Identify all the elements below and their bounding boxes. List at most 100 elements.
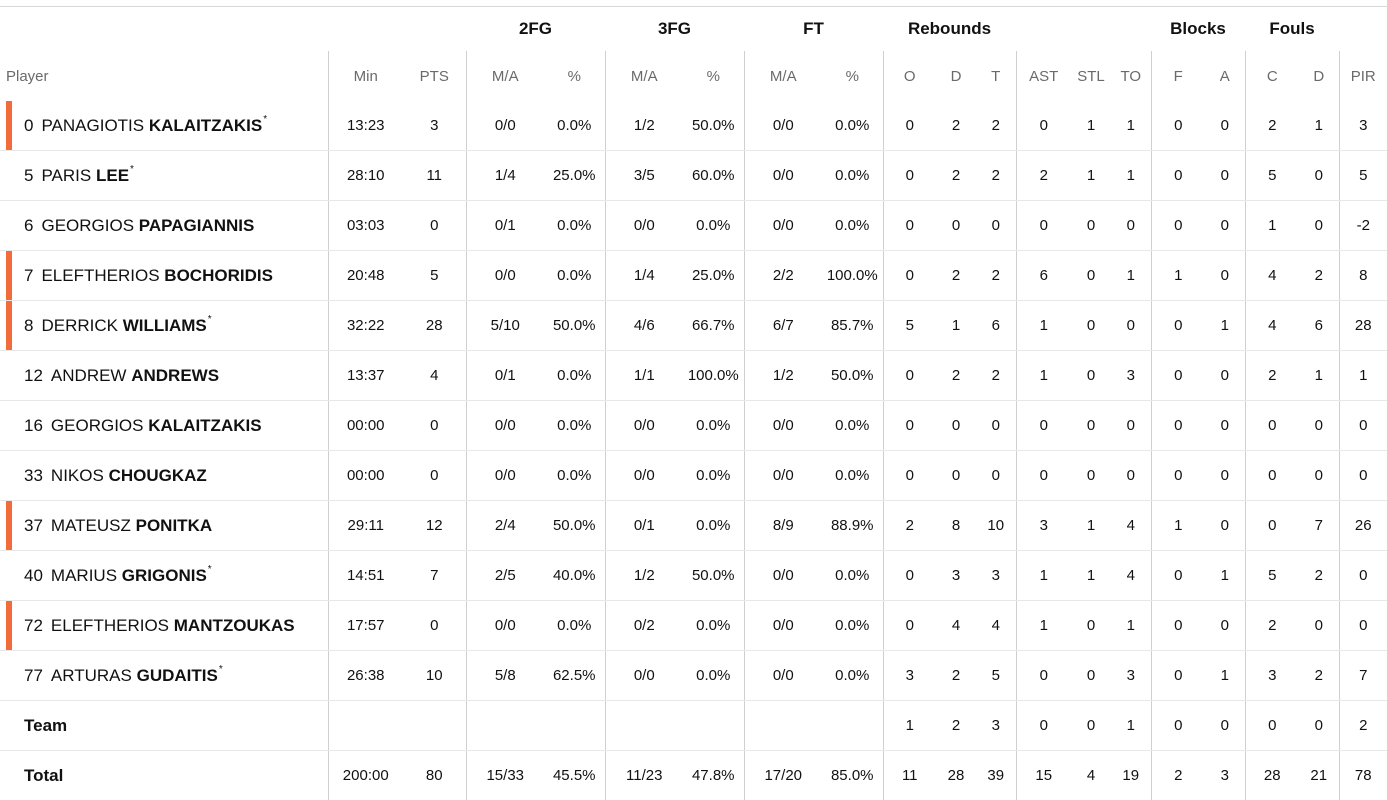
stat-ft-ma: 6/7 (744, 301, 822, 351)
player-last-name[interactable]: LEE (96, 166, 129, 185)
stat-3fg-pct: 0.0% (683, 451, 744, 501)
stat-blk-f: 0 (1151, 351, 1205, 401)
stat-reb-o: 0 (883, 151, 936, 201)
player-last-name[interactable]: WILLIAMS (123, 316, 207, 335)
stat-foul-c: 2 (1245, 351, 1299, 401)
stat-reb-o: 0 (883, 451, 936, 501)
column-header-foul-d[interactable]: D (1299, 51, 1339, 101)
column-header-2fg-ma[interactable]: M/A (466, 51, 544, 101)
player-last-name[interactable]: BOCHORIDIS (164, 266, 273, 285)
player-last-name[interactable]: CHOUGKAZ (109, 466, 207, 485)
column-header-reb-d[interactable]: D (936, 51, 976, 101)
column-header-2fg-pct[interactable]: % (544, 51, 605, 101)
column-header-blk-a[interactable]: A (1205, 51, 1245, 101)
player-first-name[interactable]: MATEUSZ (51, 516, 131, 535)
stat-min: 29:11 (328, 501, 403, 551)
player-last-name[interactable]: GUDAITIS (137, 666, 218, 685)
player-first-name[interactable]: MARIUS (51, 566, 117, 585)
stat-2fg-pct: 62.5% (544, 651, 605, 701)
player-first-name[interactable]: DERRICK (41, 316, 118, 335)
column-header-ft-pct[interactable]: % (822, 51, 883, 101)
column-header-min[interactable]: Min (328, 51, 403, 101)
player-last-name[interactable]: PAPAGIANNIS (139, 216, 255, 235)
player-last-name[interactable]: KALAITZAKIS (148, 416, 261, 435)
column-header-ast[interactable]: AST (1016, 51, 1071, 101)
column-header-to[interactable]: TO (1111, 51, 1151, 101)
player-last-name[interactable]: PONITKA (136, 516, 213, 535)
column-header-ft-ma[interactable]: M/A (744, 51, 822, 101)
stat-pir: 26 (1339, 501, 1387, 551)
starter-marker (6, 101, 12, 151)
player-first-name[interactable]: GEORGIOS (41, 216, 134, 235)
player-last-name[interactable]: KALAITZAKIS (149, 116, 262, 135)
player-first-name[interactable]: ARTURAS (51, 666, 132, 685)
stat-2fg-pct: 0.0% (544, 351, 605, 401)
column-header-reb-t[interactable]: T (976, 51, 1016, 101)
stat-min: 00:00 (328, 401, 403, 451)
stat-reb-t: 3 (976, 701, 1016, 751)
header-group-spacer-misc (1016, 7, 1151, 51)
stat-foul-c: 0 (1245, 701, 1299, 751)
player-first-name[interactable]: ELEFTHERIOS (51, 616, 169, 635)
stat-stl: 0 (1071, 251, 1111, 301)
column-header-foul-c[interactable]: C (1245, 51, 1299, 101)
stat-3fg-pct: 0.0% (683, 501, 744, 551)
stat-3fg-pct: 0.0% (683, 651, 744, 701)
column-header-reb-o[interactable]: O (883, 51, 936, 101)
stat-ast: 0 (1016, 651, 1071, 701)
player-last-name[interactable]: GRIGONIS (122, 566, 207, 585)
stat-blk-a: 0 (1205, 451, 1245, 501)
player-first-name[interactable]: ELEFTHERIOS (41, 266, 159, 285)
player-last-name[interactable]: ANDREWS (131, 366, 219, 385)
stat-min: 13:37 (328, 351, 403, 401)
stat-blk-f: 1 (1151, 501, 1205, 551)
stat-3fg-pct: 0.0% (683, 201, 744, 251)
column-header-blk-f[interactable]: F (1151, 51, 1205, 101)
stat-to: 0 (1111, 301, 1151, 351)
column-header-pir[interactable]: PIR (1339, 51, 1387, 101)
player-first-name[interactable]: PARIS (41, 166, 91, 185)
column-header-3fg-ma[interactable]: M/A (605, 51, 683, 101)
stat-blk-a: 1 (1205, 301, 1245, 351)
player-first-name[interactable]: GEORGIOS (51, 416, 144, 435)
column-header-player[interactable]: Player (0, 51, 328, 101)
player-first-name[interactable]: ANDREW (51, 366, 127, 385)
stat-3fg-ma: 4/6 (605, 301, 683, 351)
column-header-stl[interactable]: STL (1071, 51, 1111, 101)
player-first-name[interactable]: PANAGIOTIS (41, 116, 144, 135)
stat-reb-t: 2 (976, 151, 1016, 201)
player-first-name[interactable]: NIKOS (51, 466, 104, 485)
stat-stl: 0 (1071, 201, 1111, 251)
stat-2fg-pct: 0.0% (544, 401, 605, 451)
stat-ft-pct: 85.7% (822, 301, 883, 351)
column-header-pts[interactable]: PTS (403, 51, 466, 101)
player-last-name[interactable]: MANTZOUKAS (174, 616, 295, 635)
column-header-3fg-pct[interactable]: % (683, 51, 744, 101)
